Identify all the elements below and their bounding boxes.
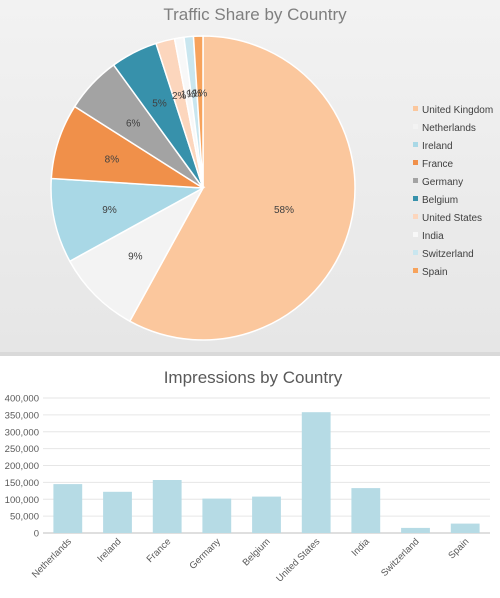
legend-label-netherlands: Netherlands	[422, 123, 476, 134]
legend-label-india: India	[422, 231, 444, 242]
pie-value-label-switzerland: 1%	[187, 89, 202, 100]
pie-value-label-india: 1%	[181, 89, 196, 100]
pie-value-label-spain: 1%	[193, 88, 208, 99]
bar-france	[152, 480, 182, 533]
pie-slice-spain	[192, 35, 204, 189]
x-tick-label-france: France	[145, 536, 174, 565]
legend-swatch-france	[413, 160, 418, 165]
y-tick-label: 350,000	[5, 410, 39, 421]
bar-ireland	[103, 491, 132, 533]
x-tick-label-switzerland: Switzerland	[379, 536, 422, 579]
pie-value-label-ireland: 9%	[102, 205, 117, 216]
x-tick-label-united-states: United States	[274, 536, 322, 584]
legend-swatch-united-kingdom	[413, 106, 418, 111]
y-tick-label: 250,000	[5, 444, 39, 455]
pie-value-label-belgium: 5%	[152, 99, 167, 110]
legend-label-united-states: United States	[422, 213, 482, 224]
x-tick-label-germany: Germany	[188, 536, 224, 572]
bar-spain	[450, 523, 480, 533]
x-tick-label-spain: Spain	[446, 536, 471, 561]
bar-netherlands	[53, 484, 83, 533]
y-tick-label: 100,000	[5, 495, 39, 506]
panel-divider	[0, 352, 500, 356]
legend-swatch-germany	[413, 178, 418, 183]
y-tick-label: 0	[34, 529, 39, 540]
legend-swatch-switzerland	[413, 250, 418, 255]
x-tick-label-netherlands: Netherlands	[30, 536, 74, 580]
legend-label-germany: Germany	[422, 177, 463, 188]
pie-value-label-united-states: 2%	[172, 91, 187, 102]
pie-slice-netherlands	[68, 186, 205, 323]
legend-label-ireland: Ireland	[422, 141, 453, 152]
bar-united-states	[301, 412, 331, 533]
pie-value-label-germany: 6%	[126, 118, 141, 129]
bar-switzerland	[401, 527, 430, 533]
legend-swatch-india	[413, 232, 418, 237]
legend-label-france: France	[422, 159, 454, 170]
legend-label-united-kingdom: United Kingdom	[422, 105, 493, 116]
x-tick-label-belgium: Belgium	[241, 536, 273, 568]
x-tick-label-ireland: Ireland	[95, 536, 123, 564]
y-tick-label: 400,000	[5, 394, 39, 405]
pie-slice-ireland	[50, 177, 206, 263]
pie-chart-title: Traffic Share by Country	[163, 5, 347, 24]
y-tick-label: 200,000	[5, 461, 39, 472]
bar-belgium	[252, 496, 281, 533]
pie-value-label-netherlands: 9%	[128, 252, 143, 263]
pie-value-label-france: 8%	[105, 154, 120, 165]
y-tick-label: 50,000	[10, 512, 39, 523]
bar-chart-title: Impressions by Country	[164, 368, 343, 387]
bar-chart-panel: Impressions by Country 0 50,000 100,000 150…	[0, 356, 500, 593]
legend-swatch-netherlands	[413, 124, 418, 129]
bar-chart: Impressions by Country 0 50,000 100,000 150…	[5, 368, 490, 584]
legend-label-switzerland: Switzerland	[422, 249, 474, 260]
pie-chart: Traffic Share by Country 58% 9% 9% 8% 6% 5% 2%…	[0, 0, 500, 352]
legend-swatch-spain	[413, 268, 418, 273]
legend-swatch-ireland	[413, 142, 418, 147]
bar-india	[351, 488, 381, 533]
pie-value-label-united-kingdom: 58%	[274, 205, 294, 216]
pie-chart-panel: Traffic Share by Country 58% 9% 9% 8% 6% 5% 2%…	[0, 0, 500, 352]
y-tick-label: 150,000	[5, 478, 39, 489]
legend-swatch-belgium	[413, 196, 418, 201]
bar-germany	[202, 498, 232, 533]
legend-label-belgium: Belgium	[422, 195, 458, 206]
legend-label-spain: Spain	[422, 267, 448, 278]
x-tick-label-india: India	[350, 536, 373, 559]
legend-swatch-united-states	[413, 214, 418, 219]
y-tick-label: 300,000	[5, 427, 39, 438]
pie-slice-united-kingdom	[128, 35, 356, 341]
